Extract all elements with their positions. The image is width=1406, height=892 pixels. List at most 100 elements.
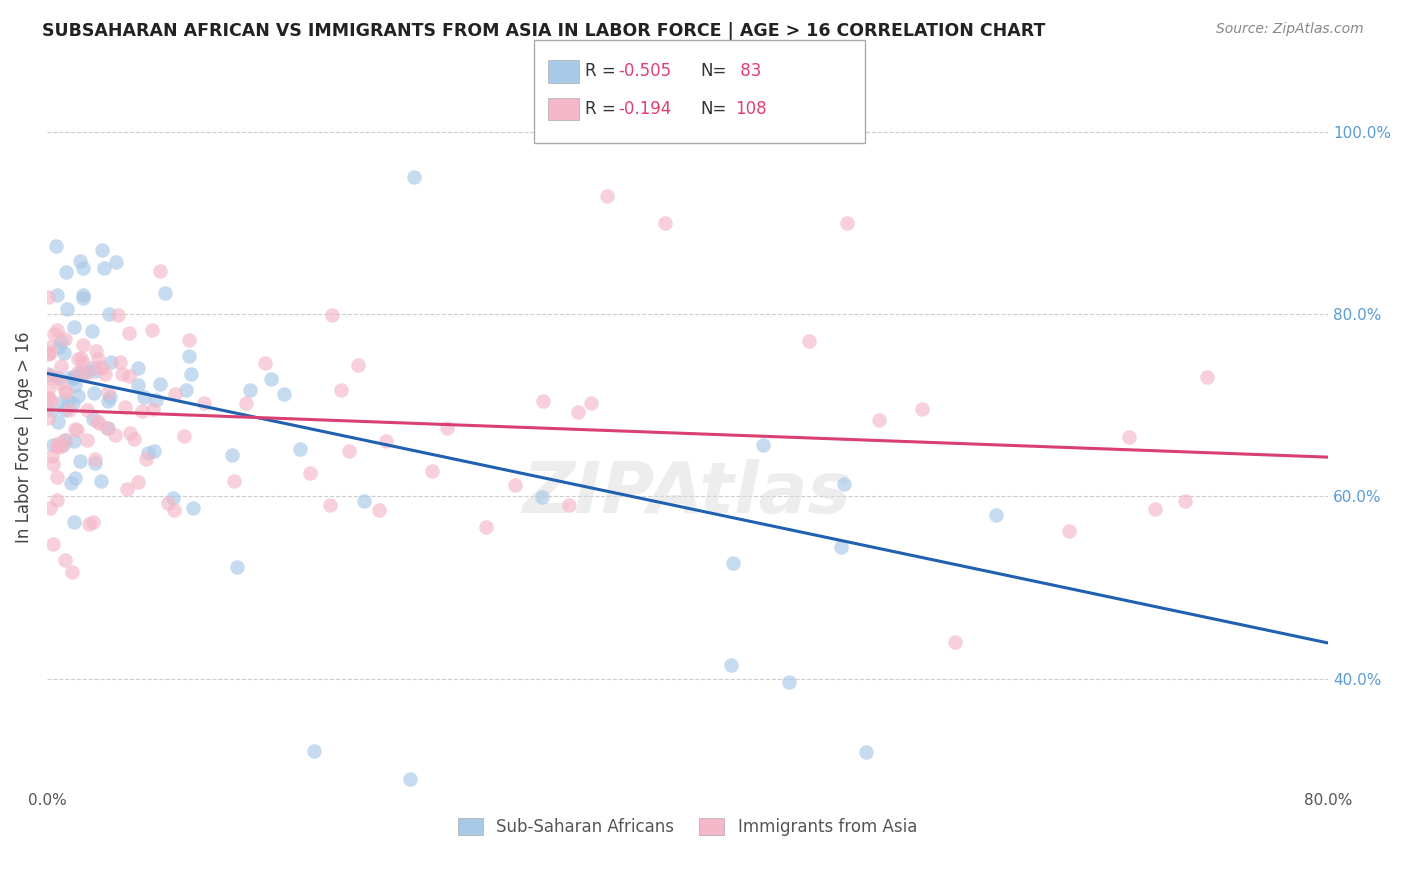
Point bbox=[475, 520, 498, 534]
Point bbox=[67, 389, 90, 403]
Point bbox=[193, 396, 215, 410]
Point bbox=[124, 432, 146, 446]
Point bbox=[76, 402, 98, 417]
Point bbox=[173, 429, 195, 443]
Point bbox=[752, 438, 775, 452]
Point bbox=[53, 553, 76, 567]
Point bbox=[505, 478, 527, 492]
Point bbox=[180, 368, 202, 382]
Point bbox=[76, 433, 98, 447]
Point bbox=[132, 390, 155, 404]
Text: ZIPAtlas: ZIPAtlas bbox=[523, 458, 852, 528]
Point bbox=[37, 346, 59, 360]
Point bbox=[59, 476, 82, 491]
Point bbox=[60, 566, 83, 580]
Point bbox=[51, 359, 73, 374]
Point bbox=[337, 444, 360, 458]
Point bbox=[38, 391, 60, 405]
Point bbox=[53, 433, 76, 447]
Point bbox=[100, 355, 122, 369]
Point bbox=[141, 323, 163, 337]
Point bbox=[114, 400, 136, 414]
Point bbox=[127, 361, 149, 376]
Point bbox=[115, 482, 138, 496]
Point bbox=[93, 261, 115, 276]
Point bbox=[131, 404, 153, 418]
Point bbox=[135, 451, 157, 466]
Point bbox=[83, 385, 105, 400]
Point bbox=[46, 440, 69, 454]
Point bbox=[720, 658, 742, 673]
Point bbox=[97, 421, 120, 435]
Point bbox=[38, 346, 60, 360]
Point bbox=[110, 354, 132, 368]
Point bbox=[239, 383, 262, 397]
Point bbox=[531, 490, 554, 504]
Point bbox=[46, 492, 69, 507]
Point bbox=[143, 444, 166, 458]
Point bbox=[567, 405, 589, 419]
Point bbox=[62, 396, 84, 410]
Point bbox=[830, 540, 852, 554]
Point bbox=[97, 384, 120, 399]
Point bbox=[48, 436, 70, 450]
Text: -0.505: -0.505 bbox=[619, 62, 672, 80]
Point bbox=[224, 474, 246, 488]
Point bbox=[127, 378, 149, 392]
Point bbox=[83, 456, 105, 470]
Point bbox=[837, 216, 859, 230]
Point bbox=[868, 413, 890, 427]
Point bbox=[52, 438, 75, 452]
Point bbox=[87, 360, 110, 375]
Point bbox=[298, 467, 321, 481]
Point bbox=[302, 744, 325, 758]
Point bbox=[82, 360, 104, 375]
Point bbox=[86, 343, 108, 358]
Point bbox=[436, 420, 458, 434]
Point bbox=[52, 393, 75, 408]
Point bbox=[46, 438, 69, 452]
Point bbox=[45, 238, 67, 252]
Point bbox=[39, 500, 62, 515]
Point bbox=[911, 402, 934, 417]
Point bbox=[174, 383, 197, 397]
Point bbox=[45, 469, 67, 483]
Point bbox=[67, 366, 90, 380]
Point bbox=[49, 439, 72, 453]
Point bbox=[66, 365, 89, 379]
Point bbox=[1174, 493, 1197, 508]
Point bbox=[321, 308, 343, 322]
Legend: Sub-Saharan Africans, Immigrants from Asia: Sub-Saharan Africans, Immigrants from As… bbox=[451, 811, 924, 843]
Point bbox=[52, 346, 75, 360]
Point bbox=[63, 471, 86, 485]
Text: N=: N= bbox=[700, 62, 727, 80]
Y-axis label: In Labor Force | Age > 16: In Labor Force | Age > 16 bbox=[15, 331, 32, 543]
Point bbox=[53, 433, 76, 447]
Point bbox=[66, 423, 89, 437]
Point bbox=[49, 334, 72, 348]
Point bbox=[1144, 502, 1167, 516]
Point bbox=[46, 323, 69, 337]
Point bbox=[84, 364, 107, 378]
Point bbox=[855, 745, 877, 759]
Point bbox=[183, 500, 205, 515]
Point bbox=[120, 425, 142, 440]
Point bbox=[53, 384, 76, 398]
Text: SUBSAHARAN AFRICAN VS IMMIGRANTS FROM ASIA IN LABOR FORCE | AGE > 16 CORRELATION: SUBSAHARAN AFRICAN VS IMMIGRANTS FROM AS… bbox=[42, 22, 1046, 40]
Point bbox=[778, 675, 800, 690]
Point bbox=[97, 307, 120, 321]
Point bbox=[58, 403, 80, 417]
Point bbox=[63, 515, 86, 529]
Point bbox=[90, 475, 112, 489]
Point bbox=[558, 498, 581, 512]
Point bbox=[319, 498, 342, 512]
Point bbox=[86, 414, 108, 428]
Point bbox=[41, 402, 63, 417]
Point bbox=[235, 396, 257, 410]
Point bbox=[145, 393, 167, 408]
Point bbox=[127, 475, 149, 489]
Point bbox=[46, 415, 69, 429]
Point bbox=[69, 351, 91, 365]
Point bbox=[273, 387, 295, 401]
Point bbox=[531, 394, 554, 409]
